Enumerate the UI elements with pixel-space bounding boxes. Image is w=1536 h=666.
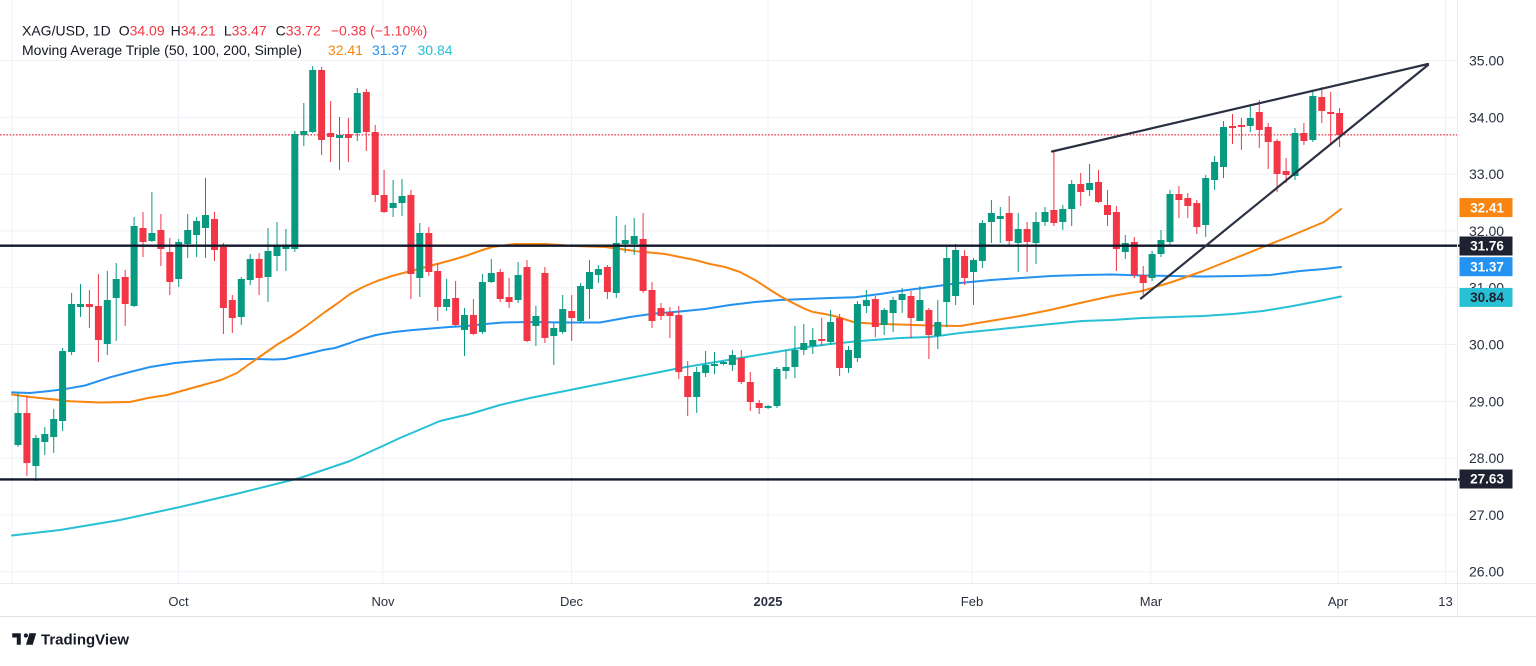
svg-text:Dec: Dec (560, 594, 584, 609)
svg-text:30.84: 30.84 (1470, 290, 1504, 305)
svg-text:TradingView: TradingView (41, 632, 129, 649)
svg-text:32.00: 32.00 (1469, 223, 1504, 239)
svg-text:30.00: 30.00 (1469, 337, 1504, 353)
svg-text:29.00: 29.00 (1469, 393, 1504, 409)
svg-text:13: 13 (1438, 594, 1452, 609)
svg-text:34.00: 34.00 (1469, 109, 1504, 125)
svg-text:31.76: 31.76 (1470, 239, 1504, 254)
svg-text:27.00: 27.00 (1469, 507, 1504, 523)
svg-text:Moving Average Triple (50, 100: Moving Average Triple (50, 100, 200, Sim… (22, 42, 453, 58)
svg-text:Nov: Nov (371, 594, 395, 609)
svg-text:26.00: 26.00 (1469, 564, 1504, 580)
svg-text:Feb: Feb (961, 594, 983, 609)
svg-text:2025: 2025 (754, 594, 783, 609)
svg-text:28.00: 28.00 (1469, 450, 1504, 466)
svg-text:Oct: Oct (168, 594, 189, 609)
svg-text:Apr: Apr (1328, 594, 1349, 609)
svg-text:35.00: 35.00 (1469, 53, 1504, 69)
svg-text:Mar: Mar (1140, 594, 1163, 609)
svg-text:31.37: 31.37 (1470, 259, 1504, 274)
svg-text:27.63: 27.63 (1470, 472, 1504, 487)
svg-text:32.41: 32.41 (1470, 200, 1504, 215)
svg-text:33.00: 33.00 (1469, 166, 1504, 182)
